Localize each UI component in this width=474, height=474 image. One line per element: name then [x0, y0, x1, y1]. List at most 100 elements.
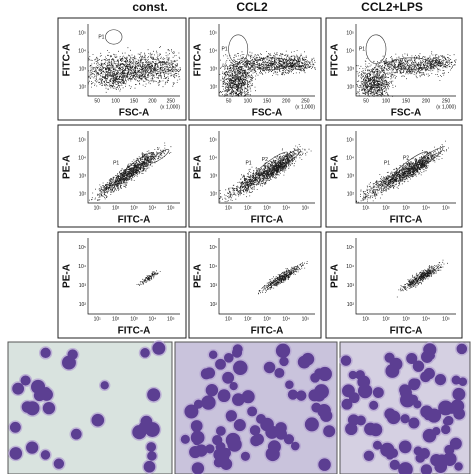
gate-label: P1: [359, 47, 365, 53]
y-axis-label: PE-A: [62, 264, 73, 288]
y-tick-label: 10⁵: [209, 137, 217, 143]
x-tick-label: 200: [148, 98, 157, 104]
x-axis-label: FITC-A: [118, 326, 151, 337]
x-tick-label: 10³: [130, 205, 138, 211]
y-axis-label: PE-A: [330, 264, 341, 288]
panel-border: [57, 17, 187, 121]
y-tick-label: 10⁵: [346, 137, 354, 143]
gate: [255, 151, 288, 176]
panel-border: [325, 231, 463, 339]
gate-label: P1: [384, 161, 390, 167]
axes: [355, 238, 456, 315]
y-tick-label: 10⁴: [346, 155, 354, 161]
x-tick-label: 10¹: [225, 205, 233, 211]
x-tick-label: 10²: [112, 316, 120, 322]
x-tick-label: 150: [402, 98, 411, 104]
x-tick-label: 10⁵: [167, 205, 175, 211]
y-tick-label: 10³: [79, 173, 87, 179]
panel-border: [57, 231, 187, 339]
x-tick-label: 10³: [130, 316, 138, 322]
gate: [365, 34, 387, 64]
event-cloud: [219, 50, 316, 97]
cell-cytoplasm: [339, 341, 469, 474]
x-tick-label: 250: [167, 98, 176, 104]
x-tick-label: 250: [301, 98, 310, 104]
x-tick-label: 50: [94, 98, 100, 104]
x-axis-label: FSC-A: [119, 108, 150, 119]
y-tick-label: 10⁴: [209, 264, 217, 270]
gate-label: P2: [245, 61, 251, 67]
y-tick-label: 10⁴: [78, 155, 86, 161]
gate: [390, 57, 432, 70]
y-tick-label: 10³: [347, 283, 355, 289]
x-tick-label: 10³: [263, 316, 271, 322]
y-tick-label: 10²: [79, 84, 87, 90]
x-unit-label: (x 1,000): [295, 104, 315, 110]
axes: [87, 24, 180, 97]
x-tick-label: 10²: [244, 205, 252, 211]
x-tick-label: 100: [244, 98, 253, 104]
panel-border: [325, 124, 463, 228]
axes: [87, 131, 180, 204]
gate: [153, 61, 173, 73]
panel-border: [188, 17, 322, 121]
y-tick-label: 10⁵: [78, 245, 86, 251]
x-tick-label: 10⁵: [167, 316, 175, 322]
y-tick-label: 10³: [210, 283, 218, 289]
gate-label: P2: [384, 61, 390, 67]
x-tick-label: 10¹: [362, 205, 370, 211]
x-tick-label: 10³: [263, 205, 271, 211]
axes: [355, 24, 456, 97]
x-axis-label: FITC-A: [251, 215, 284, 226]
y-tick-label: 10⁴: [78, 264, 86, 270]
x-tick-label: 50: [363, 98, 369, 104]
axes: [87, 238, 180, 315]
x-tick-label: 10²: [244, 316, 252, 322]
gate-label: P2: [147, 65, 153, 71]
cell-nucleus: [9, 341, 166, 473]
x-tick-label: 200: [422, 98, 431, 104]
event-cloud: [356, 51, 457, 97]
y-tick-label: 10²: [210, 84, 218, 90]
y-tick-label: 10⁴: [346, 264, 354, 270]
event-cloud: [219, 144, 312, 204]
y-tick-label: 10⁴: [346, 48, 354, 54]
y-axis-label: PE-A: [62, 155, 73, 179]
x-tick-label: 10⁵: [302, 205, 310, 211]
y-tick-label: 10²: [347, 84, 355, 90]
panel-border: [57, 124, 187, 228]
x-tick-label: 200: [282, 98, 291, 104]
gate-label: P1: [221, 47, 227, 53]
gate-label: P1: [113, 161, 119, 167]
x-tick-label: 10²: [382, 316, 390, 322]
y-tick-label: 10⁵: [78, 137, 86, 143]
y-axis-label: PE-A: [193, 155, 204, 179]
x-axis-label: FITC-A: [390, 326, 423, 337]
gate: [394, 151, 428, 176]
x-unit-label: (x 1,000): [436, 104, 456, 110]
y-tick-label: 10³: [347, 66, 355, 72]
x-tick-label: 10⁴: [149, 316, 157, 322]
event-cloud: [89, 142, 172, 201]
event-cloud: [396, 259, 448, 298]
y-tick-label: 10³: [210, 66, 218, 72]
y-axis-label: FITC-A: [330, 44, 341, 77]
y-tick-label: 10⁴: [209, 155, 217, 161]
x-axis-label: FSC-A: [391, 108, 422, 119]
x-tick-label: 250: [442, 98, 451, 104]
x-tick-label: 100: [382, 98, 391, 104]
gate-label: P2: [403, 156, 409, 162]
y-tick-label: 10⁵: [209, 30, 217, 36]
y-tick-label: 10⁵: [346, 245, 354, 251]
x-tick-label: 10⁴: [422, 316, 430, 322]
x-axis-label: FSC-A: [252, 108, 283, 119]
cell-nucleus: [340, 343, 468, 474]
x-tick-label: 10⁴: [282, 316, 290, 322]
y-tick-label: 10²: [347, 302, 355, 308]
y-tick-label: 10⁴: [209, 48, 217, 54]
x-tick-label: 150: [263, 98, 272, 104]
x-tick-label: 10²: [112, 205, 120, 211]
x-axis-label: FITC-A: [251, 326, 284, 337]
